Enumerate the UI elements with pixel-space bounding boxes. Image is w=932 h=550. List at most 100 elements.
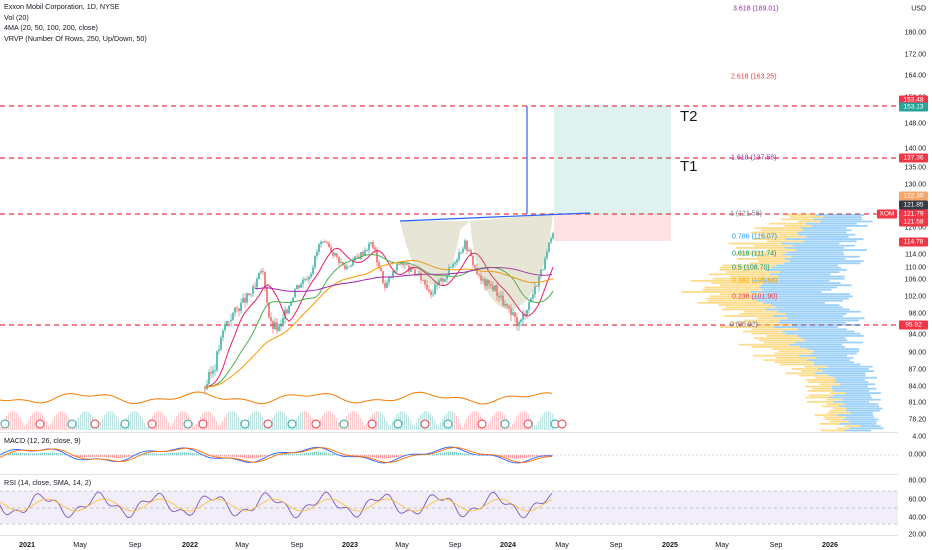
profit-zone [554, 106, 671, 214]
macd-histogram-bar [256, 455, 258, 458]
volume-bar [80, 414, 82, 430]
earnings-marker [393, 419, 403, 429]
indicator-4ma[interactable]: 4MA (20, 50, 100, 200, close) [4, 23, 98, 32]
macd-histogram-bar [70, 455, 72, 456]
macd-histogram-bar [144, 453, 146, 456]
price-axis[interactable]: USD 180.00172.00164.00156.00148.00140.00… [898, 0, 932, 550]
volume-profile-bar [744, 319, 780, 322]
fib-level-label: 2.618 (163.25) [731, 73, 777, 81]
volume-profile-bar [751, 332, 786, 335]
earnings-marker [147, 419, 157, 429]
macd-histogram-bar [154, 453, 156, 456]
macd-histogram-bar [104, 455, 106, 458]
fib-level-label: 0.5 (108.70) [732, 264, 770, 272]
price-tick: 140.00 [904, 145, 926, 153]
macd-histogram-bar [42, 452, 44, 456]
volume-bar [420, 414, 422, 430]
volume-profile-bar [785, 332, 861, 335]
candle-body [256, 278, 258, 288]
indicator-volume[interactable]: Vol (20) [4, 12, 29, 22]
candle-body [534, 286, 536, 295]
volume-bar [58, 412, 60, 430]
volume-profile-bar [803, 240, 857, 243]
candle-body [328, 243, 330, 248]
symbol-title[interactable]: Exxon Mobil Corporation, 1D, NYSE [4, 2, 120, 11]
volume-bar [206, 411, 208, 430]
candle-body [376, 249, 378, 263]
volume-bar [518, 413, 520, 430]
volume-bar [198, 420, 200, 430]
macd-histogram-bar [384, 455, 386, 459]
candle-body [374, 247, 376, 250]
macd-histogram-bar [552, 455, 554, 456]
volume-bar [120, 423, 122, 430]
rsi-pane-separator[interactable] [0, 474, 898, 475]
macd-histogram-bar [460, 452, 462, 456]
candle-body [458, 252, 460, 260]
time-tick: 2025 [662, 540, 678, 549]
macd-label[interactable]: MACD (12, 26, close, 9) [4, 436, 81, 445]
volume-bar [142, 419, 144, 430]
volume-profile-bar [823, 216, 862, 218]
candle-body [520, 319, 522, 322]
earnings-marker [311, 419, 321, 429]
macd-histogram-bar [382, 455, 384, 459]
price-chart[interactable] [0, 0, 898, 550]
candle-body [366, 250, 368, 251]
volume-bar [140, 415, 142, 430]
volume-bar [176, 416, 178, 430]
macd-histogram-bar [318, 451, 320, 456]
candle-body [514, 312, 516, 318]
macd-histogram-bar [160, 453, 162, 456]
volume-profile-bar [832, 385, 868, 388]
volume-profile-bar [793, 244, 855, 247]
earnings-marker [420, 419, 430, 429]
candle-body [394, 270, 396, 272]
macd-histogram-bar [78, 455, 80, 458]
earnings-marker [523, 419, 533, 429]
volume-bar [496, 411, 498, 430]
currency-label[interactable]: USD [911, 5, 926, 13]
macd-histogram-bar [94, 455, 96, 457]
macd-histogram-bar [308, 452, 310, 456]
volume-bar [166, 418, 168, 430]
volume-bar [158, 411, 160, 430]
volume-profile-bar [761, 229, 804, 232]
macd-histogram-bar [124, 455, 126, 458]
indicator-vrvp[interactable]: VRVP (Number Of Rows, 250, Up/Down, 50) [4, 33, 147, 43]
volume-profile-bar [807, 390, 834, 392]
price-tag: 153.13 [899, 102, 928, 112]
candle-body [302, 279, 304, 284]
candle-body [536, 286, 538, 287]
volume-bar [144, 423, 146, 430]
candle-body [316, 251, 318, 257]
volume-profile-bar [737, 258, 785, 260]
candle-body [318, 244, 320, 252]
volume-bar [250, 414, 252, 430]
price-tag: 114.78 [899, 237, 928, 247]
candle-body [406, 264, 408, 266]
volume-profile-bar [801, 370, 823, 372]
volume-bar [192, 421, 194, 430]
macd-pane-separator[interactable] [0, 432, 898, 433]
volume-bar [310, 415, 312, 430]
volume-bar [324, 413, 326, 430]
volume-profile-bar [719, 266, 772, 269]
volume-bar [300, 413, 302, 430]
price-tick: 130.00 [904, 181, 926, 189]
earnings-marker [263, 419, 273, 429]
volume-profile-bar [800, 337, 846, 339]
volume-profile-bar [822, 370, 875, 372]
macd-histogram-bar [108, 455, 110, 458]
candle-body [372, 242, 374, 248]
macd-histogram-bar [546, 455, 548, 456]
macd-histogram-bar [512, 455, 514, 459]
volume-bar [466, 419, 468, 430]
volume-bar [338, 422, 340, 430]
macd-histogram-bar [402, 455, 404, 456]
price-tick: 78.20 [908, 416, 926, 424]
volume-bar [50, 424, 52, 430]
fib-level-label: 0.236 (101.90) [732, 293, 778, 301]
rsi-label[interactable]: RSI (14, close, SMA, 14, 2) [4, 478, 92, 487]
volume-bar [352, 411, 354, 430]
